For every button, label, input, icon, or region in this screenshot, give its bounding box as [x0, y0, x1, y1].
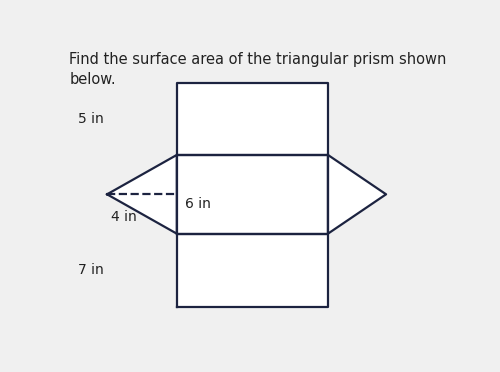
Polygon shape	[107, 155, 177, 234]
Text: Find the surface area of the triangular prism shown: Find the surface area of the triangular …	[70, 52, 447, 67]
Polygon shape	[328, 155, 386, 234]
Text: 5 in: 5 in	[78, 112, 104, 126]
Polygon shape	[177, 155, 328, 234]
Polygon shape	[177, 234, 328, 307]
Text: 7 in: 7 in	[78, 263, 104, 277]
Text: below.: below.	[70, 72, 116, 87]
Polygon shape	[177, 83, 328, 155]
Text: 6 in: 6 in	[184, 197, 210, 211]
Text: 4 in: 4 in	[111, 210, 136, 224]
